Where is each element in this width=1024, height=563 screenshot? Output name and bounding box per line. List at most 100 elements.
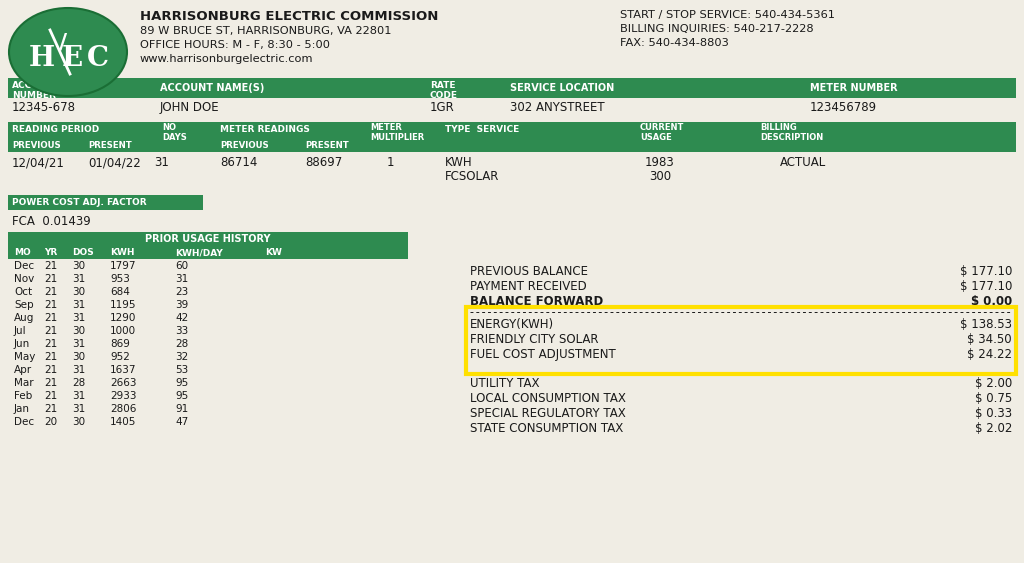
Text: UTILITY TAX: UTILITY TAX [470, 377, 540, 390]
Text: 1000: 1000 [110, 326, 136, 336]
Text: READING PERIOD: READING PERIOD [12, 126, 99, 135]
Text: TYPE  SERVICE: TYPE SERVICE [445, 126, 519, 135]
Text: 23: 23 [175, 287, 188, 297]
Text: 123456789: 123456789 [810, 101, 878, 114]
Text: 28: 28 [72, 378, 85, 388]
Text: OFFICE HOURS: M - F, 8:30 - 5:00: OFFICE HOURS: M - F, 8:30 - 5:00 [140, 40, 330, 50]
Text: 31: 31 [72, 313, 85, 323]
Text: YR: YR [44, 248, 57, 257]
Text: BALANCE FORWARD: BALANCE FORWARD [470, 295, 603, 308]
Text: 21: 21 [44, 365, 57, 375]
Text: 31: 31 [72, 274, 85, 284]
Text: 21: 21 [44, 313, 57, 323]
Text: ACTUAL: ACTUAL [780, 156, 826, 169]
Text: 302 ANYSTREET: 302 ANYSTREET [510, 101, 604, 114]
Text: 95: 95 [175, 378, 188, 388]
Text: SPECIAL REGULATORY TAX: SPECIAL REGULATORY TAX [470, 407, 626, 420]
Text: JOHN DOE: JOHN DOE [160, 101, 219, 114]
Text: Nov: Nov [14, 274, 34, 284]
Text: Jul: Jul [14, 326, 27, 336]
Text: 31: 31 [72, 391, 85, 401]
Bar [8, 246, 408, 259]
Text: 12/04/21: 12/04/21 [12, 156, 65, 169]
Ellipse shape [9, 8, 127, 96]
Text: 30: 30 [72, 417, 85, 427]
Text: E: E [61, 44, 83, 72]
Text: 89 W BRUCE ST, HARRISONBURG, VA 22801: 89 W BRUCE ST, HARRISONBURG, VA 22801 [140, 26, 391, 36]
Text: $ 0.75: $ 0.75 [975, 392, 1012, 405]
Text: 88697: 88697 [305, 156, 342, 169]
Text: PREVIOUS: PREVIOUS [12, 141, 60, 150]
Bar [466, 307, 1016, 374]
Text: www.harrisonburgelectric.com: www.harrisonburgelectric.com [140, 54, 313, 64]
Text: PREVIOUS BALANCE: PREVIOUS BALANCE [470, 265, 588, 278]
Text: 31: 31 [72, 300, 85, 310]
Text: KWH: KWH [110, 248, 134, 257]
Text: $ 138.53: $ 138.53 [961, 318, 1012, 331]
Text: CURRENT
USAGE: CURRENT USAGE [640, 123, 684, 142]
Bar [8, 138, 1016, 152]
Text: 2806: 2806 [110, 404, 136, 414]
Text: PREVIOUS: PREVIOUS [220, 141, 268, 150]
Text: START / STOP SERVICE: 540-434-5361: START / STOP SERVICE: 540-434-5361 [620, 10, 835, 20]
Text: Jun: Jun [14, 339, 31, 349]
Text: 21: 21 [44, 391, 57, 401]
Text: 12345-678: 12345-678 [12, 101, 76, 114]
Text: 1797: 1797 [110, 261, 136, 271]
Text: METER
MULTIPLIER: METER MULTIPLIER [370, 123, 424, 142]
Text: $ 177.10: $ 177.10 [959, 265, 1012, 278]
Text: 684: 684 [110, 287, 130, 297]
Text: LOCAL CONSUMPTION TAX: LOCAL CONSUMPTION TAX [470, 392, 626, 405]
Text: 42: 42 [175, 313, 188, 323]
Text: 31: 31 [72, 339, 85, 349]
Text: Jan: Jan [14, 404, 30, 414]
Text: 39: 39 [175, 300, 188, 310]
Text: BILLING
DESCRIPTION: BILLING DESCRIPTION [760, 123, 823, 142]
Text: 21: 21 [44, 339, 57, 349]
Text: 28: 28 [175, 339, 188, 349]
Text: 2663: 2663 [110, 378, 136, 388]
Text: 21: 21 [44, 261, 57, 271]
Text: 1GR: 1GR [430, 101, 455, 114]
Text: Aug: Aug [14, 313, 35, 323]
Text: 21: 21 [44, 300, 57, 310]
Text: KWH: KWH [445, 156, 473, 169]
Text: $ 0.33: $ 0.33 [975, 407, 1012, 420]
Text: 953: 953 [110, 274, 130, 284]
Text: 1637: 1637 [110, 365, 136, 375]
Text: 31: 31 [72, 365, 85, 375]
Text: 1983: 1983 [645, 156, 675, 169]
Text: H: H [29, 44, 55, 72]
Text: 31: 31 [175, 274, 188, 284]
Text: Oct: Oct [14, 287, 32, 297]
Text: $ 0.00: $ 0.00 [971, 295, 1012, 308]
Text: RATE
CODE: RATE CODE [430, 81, 458, 100]
Bar [8, 195, 203, 210]
Text: 31: 31 [72, 404, 85, 414]
Text: /: / [59, 32, 67, 52]
Text: FAX: 540-434-8803: FAX: 540-434-8803 [620, 38, 729, 48]
Text: May: May [14, 352, 36, 362]
Text: 30: 30 [72, 261, 85, 271]
Text: PRESENT: PRESENT [305, 141, 349, 150]
Text: 952: 952 [110, 352, 130, 362]
Text: 30: 30 [72, 287, 85, 297]
Text: 21: 21 [44, 287, 57, 297]
Text: 1: 1 [386, 156, 394, 169]
Text: 20: 20 [44, 417, 57, 427]
Text: 60: 60 [175, 261, 188, 271]
Text: 21: 21 [44, 274, 57, 284]
Text: FCA  0.01439: FCA 0.01439 [12, 215, 91, 228]
Text: 30: 30 [72, 352, 85, 362]
Text: 1195: 1195 [110, 300, 136, 310]
Text: 33: 33 [175, 326, 188, 336]
Text: $ 2.02: $ 2.02 [975, 422, 1012, 435]
Text: Feb: Feb [14, 391, 32, 401]
Text: C: C [87, 44, 109, 72]
Text: 1405: 1405 [110, 417, 136, 427]
Text: PRIOR USAGE HISTORY: PRIOR USAGE HISTORY [145, 234, 270, 244]
Text: 86714: 86714 [220, 156, 257, 169]
Text: POWER COST ADJ. FACTOR: POWER COST ADJ. FACTOR [12, 198, 146, 207]
Text: ACCOUNT NAME(S): ACCOUNT NAME(S) [160, 83, 264, 93]
Text: FUEL COST ADJUSTMENT: FUEL COST ADJUSTMENT [470, 348, 615, 361]
